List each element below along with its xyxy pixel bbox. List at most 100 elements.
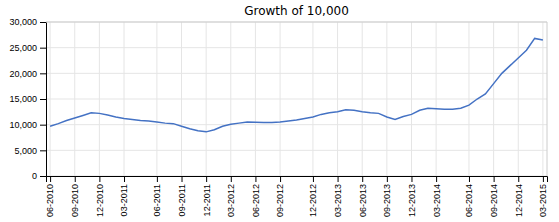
x-tick: 09-2013 [382, 176, 392, 217]
grid-line-y [46, 73, 547, 74]
plot: 0 5,000 10,000 15,000 20,000 25,000 30,000 06-2… [9, 17, 548, 217]
x-tick-label: 09-2010 [70, 184, 80, 217]
x-tick-label: 06-2014 [464, 184, 474, 217]
x-tick-mark [469, 176, 470, 182]
x-tick-label: 09-2012 [275, 184, 285, 217]
y-tick-label: 0 [32, 171, 37, 181]
x-tick-mark [338, 176, 339, 182]
grid-line-x [468, 22, 469, 176]
y-tick-mark [40, 176, 46, 177]
x-tick: 09-2012 [275, 176, 285, 217]
x-tick-mark [75, 176, 76, 182]
y-tick: 30,000 [9, 17, 46, 27]
x-tick-mark [362, 176, 363, 182]
grid-line-y [46, 99, 547, 100]
x-tick: 03-2015 [538, 176, 548, 217]
y-tick-mark [40, 22, 46, 23]
x-tick-label: 03-2011 [119, 184, 129, 216]
grid-line-x [411, 22, 412, 176]
x-tick: 06-2010 [45, 176, 55, 217]
x-tick-label: 06-2012 [251, 184, 261, 217]
x-tick: 06-2011 [152, 176, 162, 216]
grid-line-x [255, 22, 256, 176]
x-tick-mark [411, 176, 412, 182]
y-tick: 5,000 [14, 146, 46, 156]
y-tick-label: 25,000 [9, 43, 37, 53]
grid-line-x [493, 22, 494, 176]
grid-line-x [50, 22, 51, 176]
y-tick: 15,000 [9, 94, 46, 104]
x-tick-label: 12-2011 [202, 184, 212, 216]
x-tick: 03-2013 [333, 176, 343, 217]
x-tick: 09-2011 [177, 176, 187, 216]
x-tick-mark [313, 176, 314, 182]
grid-line-x [436, 22, 437, 176]
grid-line-x [518, 22, 519, 176]
y-tick-label: 20,000 [9, 69, 37, 79]
x-tick-label: 03-2012 [226, 184, 236, 217]
x-tick: 06-2013 [358, 176, 368, 217]
grid-line-x [156, 22, 157, 176]
x-tick-label: 12-2014 [514, 184, 524, 217]
x-tick-label: 09-2014 [489, 184, 499, 217]
x-tick-label: 03-2015 [538, 184, 548, 217]
y-tick-mark [40, 125, 46, 126]
x-tick-mark [543, 176, 544, 182]
x-tick-label: 12-2012 [308, 184, 318, 217]
x-tick: 09-2014 [489, 176, 499, 217]
frame-right [547, 22, 548, 176]
grid-line-y [46, 150, 547, 151]
x-tick-mark [280, 176, 281, 182]
y-tick-label: 10,000 [9, 120, 37, 130]
x-tick-mark [124, 176, 125, 182]
y-tick-mark [40, 150, 46, 151]
x-tick: 12-2012 [308, 176, 318, 217]
y-tick-mark [40, 99, 46, 100]
x-tick: 12-2010 [95, 176, 105, 217]
grid-line-x [280, 22, 281, 176]
x-tick-mark [436, 176, 437, 182]
y-tick: 10,000 [9, 120, 46, 130]
x-axis: 06-2010 09-2010 12-2010 03-2011 06-2011 09-20… [45, 176, 548, 217]
chart: 0 5,000 10,000 15,000 20,000 25,000 30,000 06-2… [0, 0, 559, 222]
grid-line-x [542, 22, 543, 176]
x-tick-label: 03-2013 [333, 184, 343, 217]
x-tick-mark [231, 176, 232, 182]
grid-line-x [230, 22, 231, 176]
grid-line-x [124, 22, 125, 176]
x-tick: 12-2011 [202, 176, 212, 216]
y-tick: 25,000 [9, 43, 46, 53]
x-tick-mark [518, 176, 519, 182]
y-tick-mark [40, 73, 46, 74]
x-tick: 03-2012 [226, 176, 236, 217]
x-tick-label: 06-2010 [45, 184, 55, 217]
y-tick: 20,000 [9, 69, 46, 79]
grid-line-x [181, 22, 182, 176]
x-tick-label: 03-2014 [432, 184, 442, 217]
x-tick-label: 09-2011 [177, 184, 187, 216]
frame-top [46, 22, 547, 23]
x-tick-label: 06-2011 [152, 184, 162, 216]
grid-line-x [74, 22, 75, 176]
x-tick: 09-2010 [70, 176, 80, 217]
grid-line-y [46, 47, 547, 48]
x-tick-label: 09-2013 [382, 184, 392, 217]
x-tick: 06-2012 [251, 176, 261, 217]
x-tick: 12-2013 [407, 176, 417, 217]
x-tick-mark [387, 176, 388, 182]
line [50, 38, 543, 131]
x-tick-mark [206, 176, 207, 182]
grid-line-y [46, 124, 547, 125]
y-tick-label: 15,000 [9, 94, 37, 104]
x-tick-mark [255, 176, 256, 182]
grid-line-x [99, 22, 100, 176]
x-tick: 06-2014 [464, 176, 474, 217]
y-tick: 0 [32, 171, 46, 181]
x-tick-label: 12-2013 [407, 184, 417, 217]
y-tick-label: 5,000 [14, 146, 37, 156]
grid [46, 22, 547, 176]
grid-line-x [206, 22, 207, 176]
x-axis-line [47, 177, 548, 183]
x-tick-label: 06-2013 [358, 184, 368, 217]
x-tick: 03-2014 [432, 176, 442, 217]
